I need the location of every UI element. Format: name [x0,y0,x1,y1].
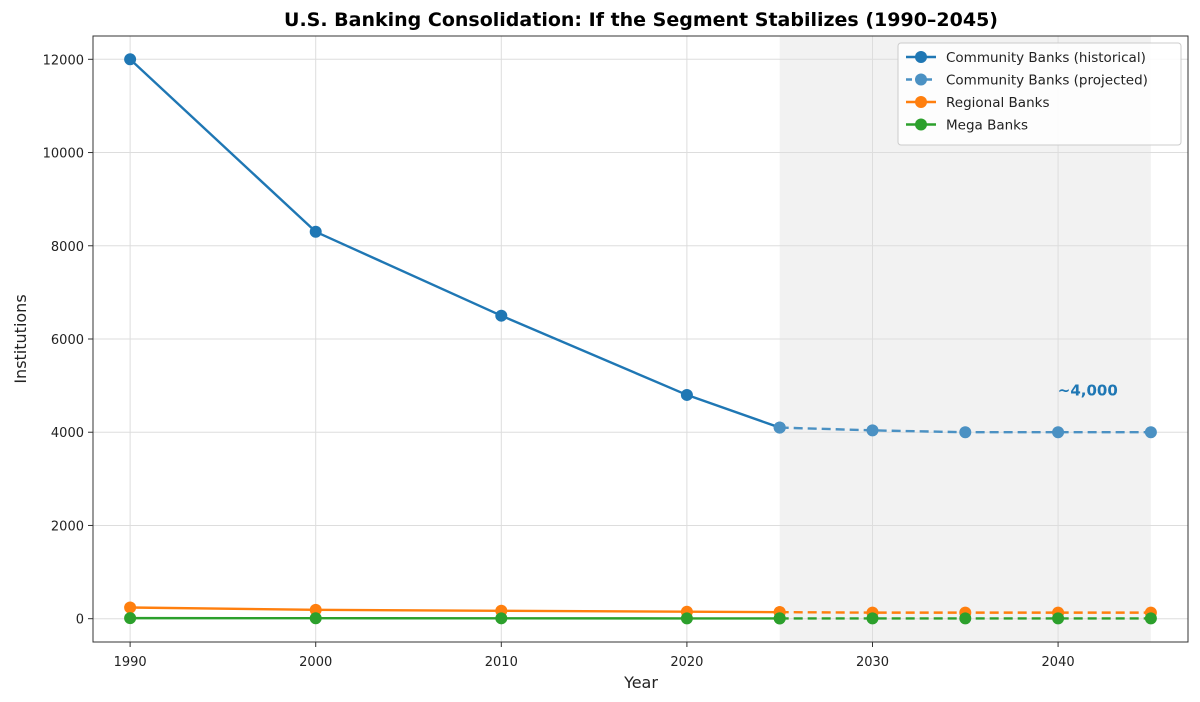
x-tick-label: 2030 [856,655,889,670]
annotation-label: ~4,000 [1058,381,1118,399]
data-point [124,612,137,625]
data-point [309,603,322,616]
data-point [124,53,137,66]
x-axis-label: Year [623,673,658,692]
series-layer [124,53,1157,625]
y-tick-label: 0 [76,613,84,628]
data-point [495,612,508,625]
data-point [866,612,879,625]
series [124,601,786,619]
legend-swatch-marker [915,51,927,63]
y-tick-label: 4000 [51,426,84,441]
y-tick-label: 8000 [51,240,84,255]
y-tick-label: 6000 [51,333,84,348]
y-tick-label: 12000 [43,53,84,68]
series-line [129,58,781,429]
legend-item: Community Banks (historical) [906,50,1146,66]
data-point [309,612,322,625]
data-point [1144,426,1157,439]
y-tick-label: 10000 [43,147,84,162]
data-point [124,601,137,614]
data-point [680,388,693,401]
x-tick-label: 1990 [114,655,147,670]
legend-swatch-marker [915,118,927,131]
legend-box [897,42,1182,146]
legend-label: Community Banks (projected) [946,73,1148,89]
y-tick-label: 2000 [51,519,84,534]
series [124,612,786,625]
data-point [495,309,508,322]
data-point [959,612,972,625]
chart-title: U.S. Banking Consolidation: If the Segme… [284,9,998,31]
series [773,612,1157,625]
annotations: ~4,000 [1058,381,1118,399]
x-tick-label: 2010 [485,655,518,670]
legend-label: Regional Banks [946,95,1049,111]
axis-ticks: 1990 2000 2010 2020 2030 2040 0 2000 4000 6000 800… [43,53,1075,670]
legend-label: Community Banks (historical) [946,50,1146,66]
legend: Community Banks (historical) Community Ba… [897,42,1182,146]
data-point [1052,612,1065,625]
legend-item: Community Banks (projected) [906,73,1148,89]
legend-swatch-marker [915,73,927,86]
x-tick-label: 2000 [299,655,332,670]
data-point [773,612,786,625]
legend-item: Regional Banks [906,95,1049,111]
data-point [680,612,693,625]
legend-label: Mega Banks [946,118,1028,134]
legend-swatch-marker [915,96,927,108]
data-point [866,424,879,437]
data-point [959,426,972,439]
legend-item: Mega Banks [906,118,1028,134]
x-tick-label: 2020 [670,655,703,670]
data-point [1052,426,1065,439]
series [773,421,1157,439]
y-axis-label: Institutions [11,294,30,383]
data-point [309,225,322,238]
x-tick-label: 2040 [1042,655,1075,670]
data-point [773,421,786,434]
data-point [1144,612,1157,625]
